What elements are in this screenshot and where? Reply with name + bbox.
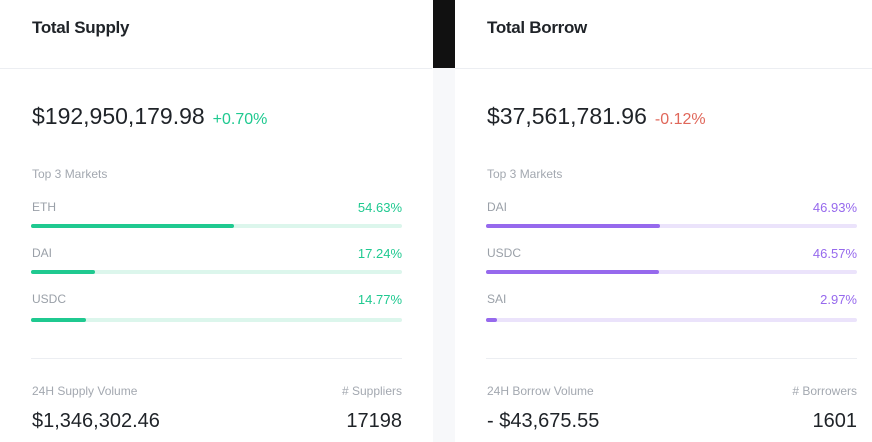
volume-label: 24H Borrow Volume [487, 384, 594, 398]
market-name: DAI [32, 246, 53, 260]
panel-title: Total Borrow [487, 18, 587, 37]
panel-header: Total Borrow [455, 0, 872, 69]
change: -0.12% [654, 111, 706, 128]
markets-heading: Top 3 Markets [487, 167, 563, 181]
progress-track [486, 224, 857, 228]
volume-label: 24H Supply Volume [32, 384, 138, 398]
progress-bar [486, 270, 659, 274]
market-share: 17.24% [357, 246, 402, 261]
progress-bar [31, 270, 95, 274]
markets-heading: Top 3 Markets [32, 167, 108, 181]
progress-track [31, 270, 402, 274]
market-name: USDC [32, 292, 67, 306]
market-share: 46.93% [812, 200, 857, 215]
market-share: 54.63% [357, 200, 402, 215]
count-value: 17198 [346, 410, 402, 432]
separator [486, 358, 857, 359]
progress-track [486, 318, 857, 322]
market-name: SAI [487, 292, 507, 306]
volume-value: - $43,675.55 [487, 410, 600, 432]
total-value: $37,561,781.96 -0.12% [487, 103, 706, 130]
total-amount: $37,561,781.96 [487, 103, 647, 129]
progress-bar [486, 224, 661, 228]
progress-bar [31, 224, 234, 228]
progress-bar [31, 318, 86, 322]
progress-bar [486, 318, 498, 322]
market-share: 46.57% [812, 246, 857, 261]
market-share: 2.97% [820, 292, 857, 307]
panel-title: Total Supply [32, 18, 130, 37]
total-value: $192,950,179.98 +0.70% [32, 103, 267, 130]
market-share: 14.77% [357, 292, 402, 307]
count-value: 1601 [812, 410, 858, 432]
total-amount: $192,950,179.98 [32, 103, 205, 129]
change: +0.70% [212, 111, 268, 128]
progress-track [31, 318, 402, 322]
panel: Total Supply $192,950,179.98 +0.70% Top 3 M… [0, 0, 432, 442]
progress-track [31, 224, 402, 228]
separator [31, 358, 402, 359]
gap [433, 68, 455, 442]
volume-value: $1,346,302.46 [32, 410, 160, 432]
count-label: # Suppliers [341, 384, 402, 398]
panel-header: Total Supply [0, 0, 432, 69]
market-name: DAI [487, 200, 508, 214]
panel: Total Borrow $37,561,781.96 -0.12% Top 3 Ma… [455, 0, 872, 442]
divider [433, 0, 455, 68]
market-name: USDC [487, 246, 522, 260]
count-label: # Borrowers [792, 384, 857, 398]
progress-track [486, 270, 857, 274]
market-name: ETH [32, 200, 56, 214]
